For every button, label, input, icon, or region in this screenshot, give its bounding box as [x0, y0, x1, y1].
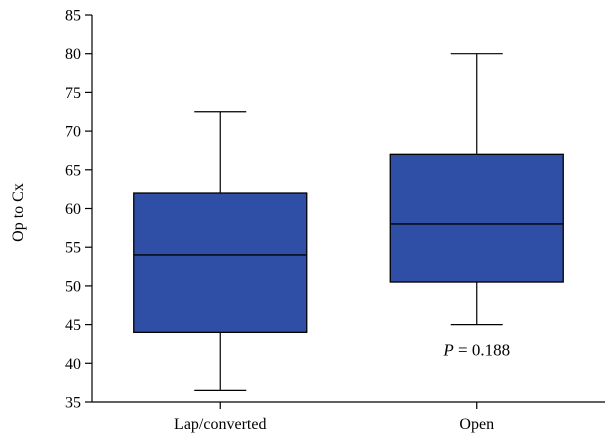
x-axis-ticks: Lap/converted Open [174, 402, 494, 433]
iqr-box [133, 192, 308, 333]
iqr-box [389, 153, 564, 283]
p-value-annotation: P = 0.188 [442, 341, 510, 360]
x-tick-label: Lap/converted [174, 416, 266, 433]
y-tick-label: 45 [65, 317, 81, 334]
y-tick-label: 55 [65, 240, 81, 257]
y-tick-label: 65 [65, 162, 81, 179]
y-tick-label: 85 [65, 8, 81, 25]
y-tick-label: 80 [65, 46, 81, 63]
x-tick-label: Open [459, 416, 494, 433]
y-tick-label: 40 [65, 356, 81, 373]
box-group-1 [133, 111, 308, 391]
y-tick-label: 70 [65, 124, 81, 141]
y-tick-label: 60 [65, 201, 81, 218]
y-tick-label: 75 [65, 85, 81, 102]
p-value-symbol: P [442, 341, 453, 360]
box-group-2 [389, 53, 564, 326]
p-value-text: = 0.188 [454, 341, 510, 360]
y-axis-ticks: 35 40 45 50 55 60 65 70 75 80 85 [65, 8, 92, 412]
box-series [133, 53, 564, 391]
y-tick-label: 50 [65, 278, 81, 295]
y-tick-label: 35 [65, 395, 81, 412]
y-axis-title: Op to Cx [10, 183, 27, 242]
